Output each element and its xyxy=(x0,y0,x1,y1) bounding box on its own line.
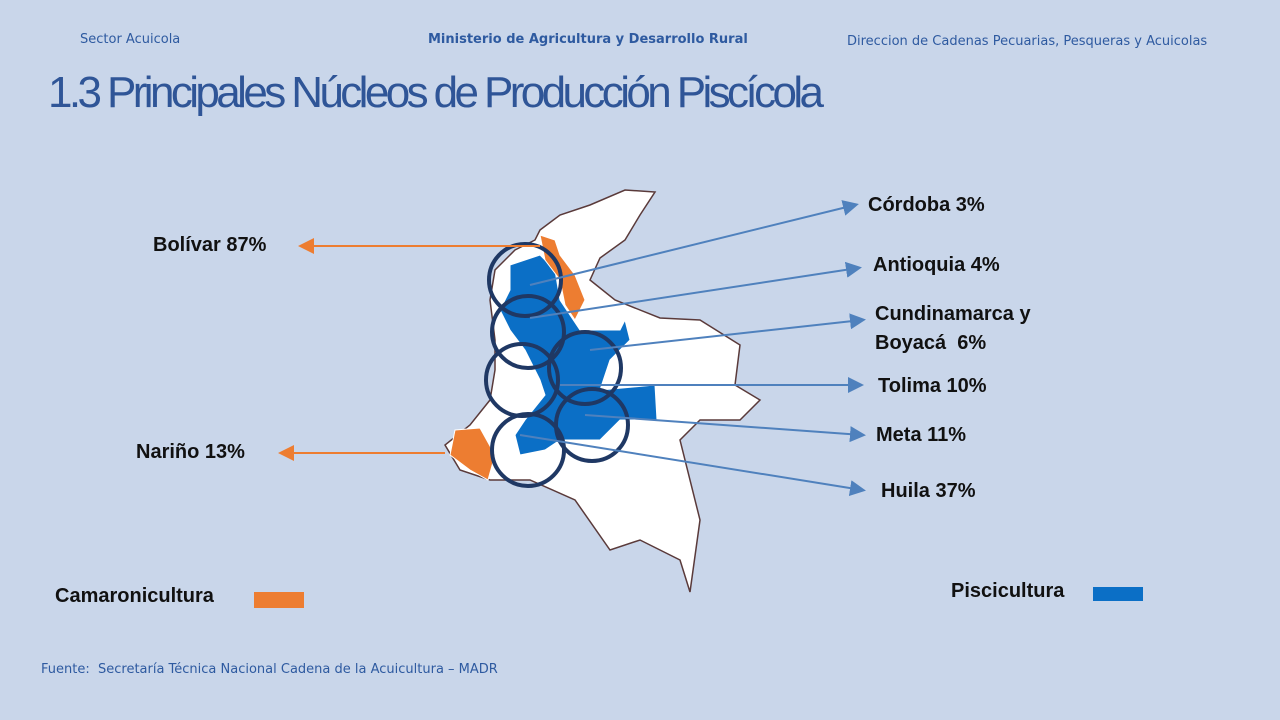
fish-arrows xyxy=(519,200,866,496)
legend-swatch xyxy=(254,592,304,608)
shrimp-label: Bolívar 87% xyxy=(153,234,267,256)
shrimp-arrows xyxy=(278,238,540,461)
header-left: Sector Acuicola xyxy=(80,32,181,47)
fish-label: Tolima 10% xyxy=(878,375,987,397)
legend-label: Piscicultura xyxy=(951,580,1065,602)
legend-swatch xyxy=(1093,587,1143,601)
fish-label: Meta 11% xyxy=(876,424,967,446)
slide-title: 1.3 Principales Núcleos de Producción Pi… xyxy=(48,68,824,117)
source-note: Fuente: Secretaría Técnica Nacional Cade… xyxy=(41,662,498,677)
fish-label: Cundinamarca y Boyacá 6% xyxy=(875,303,1037,354)
shrimp-label: Nariño 13% xyxy=(136,441,245,463)
header-right: Direccion de Cadenas Pecuarias, Pesquera… xyxy=(847,34,1208,49)
fish-label: Huila 37% xyxy=(881,480,976,502)
header-center: Ministerio de Agricultura y Desarrollo R… xyxy=(428,32,748,47)
fish-label: Antioquia 4% xyxy=(873,254,1000,276)
legend-label: Camaronicultura xyxy=(55,585,214,607)
fish-label: Córdoba 3% xyxy=(868,194,985,216)
shrimp-region xyxy=(449,427,496,481)
fish-region xyxy=(499,254,658,456)
circles xyxy=(484,242,630,488)
